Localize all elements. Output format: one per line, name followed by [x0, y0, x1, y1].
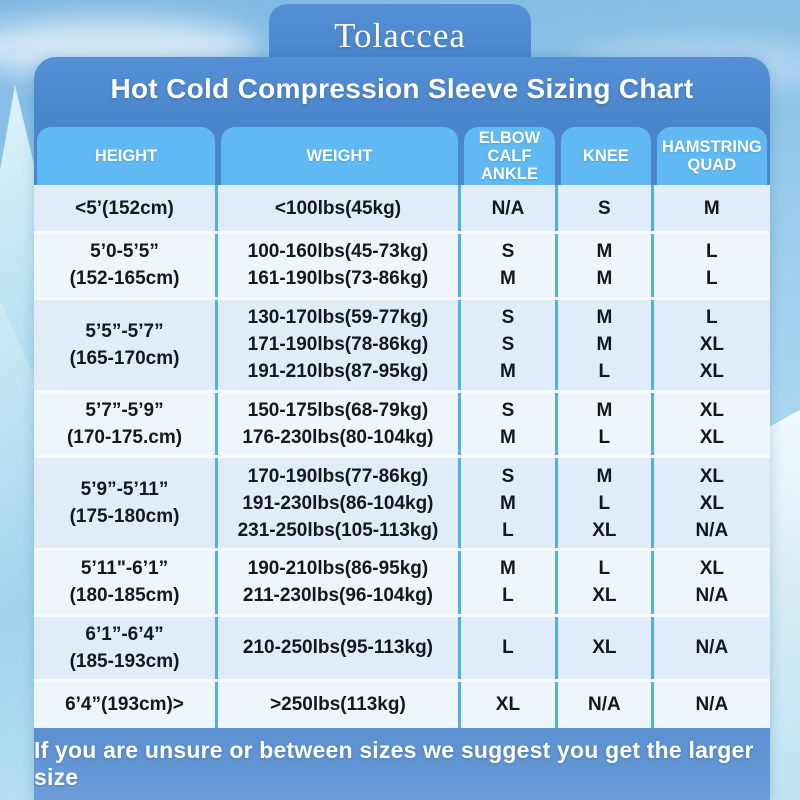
- cell-knee: L XL: [558, 551, 654, 614]
- column-header-hamstring-quad: HAMSTRING QUAD: [656, 127, 767, 185]
- column-header-height: HEIGHT: [37, 127, 215, 185]
- cell-knee: XL: [558, 616, 654, 679]
- cell-elbow-calf-ankle: L: [461, 616, 559, 679]
- table-row: 5’0-5’5” (152-165cm) 100-160lbs(45-73kg) 16…: [34, 231, 770, 297]
- table-row: 5’5”-5’7” (165-170cm) 130-170lbs(59-77kg) 1…: [34, 296, 770, 390]
- table-body: <5’(152cm) <100lbs(45kg) N/A S M 5’0-5’5” (152…: [34, 185, 770, 728]
- cell-weight: 210-250lbs(95-113kg): [218, 616, 461, 679]
- table-row: 5’11"-6’1” (180-185cm) 190-210lbs(86-95kg)…: [34, 548, 770, 614]
- cell-knee: N/A: [558, 681, 654, 728]
- cell-hamstring-quad: N/A: [695, 694, 729, 716]
- column-header-elbow-calf-ankle: ELBOW CALF ANKLE: [463, 127, 556, 185]
- cell-height: 6’1”-6’4” (185-193cm): [34, 616, 218, 679]
- column-header-weight: WEIGHT: [221, 127, 458, 185]
- cell-weight: >250lbs(113kg): [218, 681, 461, 728]
- cell-weight: 190-210lbs(86-95kg) 211-230lbs(96-104kg): [218, 551, 461, 614]
- cell-weight: 170-190lbs(77-86kg) 191-230lbs(86-104kg) 2…: [218, 458, 461, 549]
- cell-height: 6’4”(193cm)>: [34, 681, 218, 728]
- cell-hamstring-quad: N/A: [695, 637, 729, 659]
- cell-hamstring-quad: M: [703, 197, 720, 219]
- cell-height: 5’5”-5’7” (165-170cm): [34, 299, 218, 390]
- cell-hamstring-quad: L XL XL: [699, 307, 724, 383]
- page-title: Hot Cold Compression Sleeve Sizing Chart: [110, 73, 694, 104]
- cell-weight: 150-175lbs(68-79kg) 176-230lbs(80-104kg): [218, 392, 461, 455]
- sizing-chart-card: Hot Cold Compression Sleeve Sizing Chart…: [34, 57, 770, 800]
- cell-weight: 130-170lbs(59-77kg) 171-190lbs(78-86kg) 19…: [218, 299, 461, 390]
- cell-hamstring-quad: XL XL N/A: [695, 465, 729, 541]
- cell-knee: S: [558, 185, 654, 232]
- table-row: 6’4”(193cm)> >250lbs(113kg) XL N/A N/A: [34, 678, 770, 728]
- footer-note: If you are unsure or between sizes we su…: [34, 737, 754, 790]
- table-header-row: HEIGHT WEIGHT ELBOW CALF ANKLE KNEE HAMSTRING Q…: [34, 121, 770, 185]
- brand-name: Tolaccea: [334, 16, 466, 55]
- table-row: <5’(152cm) <100lbs(45kg) N/A S M: [34, 185, 770, 232]
- cell-height: 5’9”-5’11” (175-180cm): [34, 458, 218, 549]
- cell-height: <5’(152cm): [34, 185, 218, 232]
- cell-hamstring-quad: XL N/A: [695, 558, 729, 607]
- footer-band: If you are unsure or between sizes we su…: [34, 728, 770, 800]
- cell-weight: 100-160lbs(45-73kg) 161-190lbs(73-86kg): [218, 234, 461, 297]
- cell-height: 5’11"-6’1” (180-185cm): [34, 551, 218, 614]
- cell-elbow-calf-ankle: XL: [461, 681, 559, 728]
- cell-weight: <100lbs(45kg): [218, 185, 461, 232]
- column-header-knee: KNEE: [561, 127, 651, 185]
- table-row: 5’7”-5’9” (170-175.cm) 150-175lbs(68-79kg)…: [34, 389, 770, 455]
- table-row: 5’9”-5’11” (175-180cm) 170-190lbs(77-86kg)…: [34, 455, 770, 549]
- table-row: 6’1”-6’4” (185-193cm) 210-250lbs(95-113kg)…: [34, 613, 770, 679]
- cell-hamstring-quad: XL XL: [699, 399, 724, 448]
- cell-knee: M L XL: [558, 458, 654, 549]
- cell-elbow-calf-ankle: N/A: [461, 185, 559, 232]
- title-bar: Hot Cold Compression Sleeve Sizing Chart: [34, 57, 770, 121]
- cell-height: 5’7”-5’9” (170-175.cm): [34, 392, 218, 455]
- cell-height: 5’0-5’5” (152-165cm): [34, 234, 218, 297]
